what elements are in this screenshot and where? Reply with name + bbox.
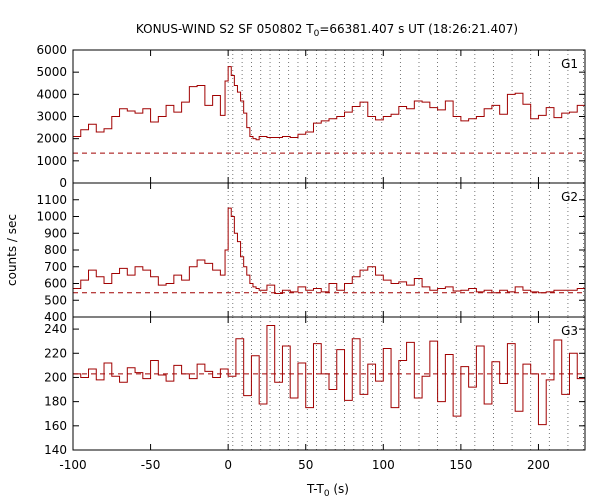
y-tick-label-g1-5: 5000: [36, 65, 67, 79]
y-axis-label: counts / sec: [5, 214, 19, 286]
y-tick-label-g2-0: 400: [44, 310, 67, 324]
x-tick-label-4: 100: [372, 458, 395, 472]
panel-label-g1: G1: [561, 57, 578, 71]
y-tick-label-g2-1: 500: [44, 293, 67, 307]
y-tick-label-g3-1: 160: [44, 419, 67, 433]
y-tick-label-g3-0: 140: [44, 443, 67, 457]
panel-frame-g1: [72, 49, 586, 184]
y-tick-label-g2-3: 700: [44, 260, 67, 274]
series-line-g1: [73, 66, 586, 141]
y-tick-label-g1-0: 0: [59, 176, 67, 190]
y-tick-label-g2-6: 1000: [36, 210, 67, 224]
x-tick-label-1: -50: [141, 458, 161, 472]
y-tick-label-g2-2: 600: [44, 277, 67, 291]
x-axis-label: T-T0 (s): [306, 482, 349, 499]
x-tick-label-6: 200: [527, 458, 550, 472]
y-tick-label-g2-5: 900: [44, 226, 67, 240]
x-tick-label-2: 0: [224, 458, 232, 472]
y-tick-label-g3-4: 220: [44, 346, 67, 360]
plot-area: 0100020003000400050006000G14005006007008…: [36, 43, 586, 472]
y-tick-label-g2-4: 800: [44, 243, 67, 257]
x-tick-label-0: -100: [59, 458, 86, 472]
x-tick-label-5: 150: [449, 458, 472, 472]
panel-label-g2: G2: [561, 190, 578, 204]
y-tick-label-g1-1: 1000: [36, 154, 67, 168]
chart-title: KONUS-WIND S2 SF 050802 T0=66381.407 s U…: [136, 22, 518, 39]
y-tick-label-g1-3: 3000: [36, 110, 67, 124]
panel-label-g3: G3: [561, 324, 578, 338]
series-line-g2: [73, 207, 586, 295]
y-tick-label-g1-4: 4000: [36, 87, 67, 101]
y-tick-label-g3-2: 180: [44, 395, 67, 409]
y-tick-label-g3-5: 240: [44, 322, 67, 336]
y-tick-label-g1-2: 2000: [36, 132, 67, 146]
series-line-g3: [73, 324, 586, 426]
panel-frame-g3: [72, 316, 586, 451]
y-tick-label-g1-6: 6000: [36, 43, 67, 57]
y-tick-label-g2-7: 1100: [36, 193, 67, 207]
panel-frame-g2: [72, 182, 586, 318]
y-tick-label-g3-3: 200: [44, 370, 67, 384]
x-tick-label-3: 50: [298, 458, 313, 472]
